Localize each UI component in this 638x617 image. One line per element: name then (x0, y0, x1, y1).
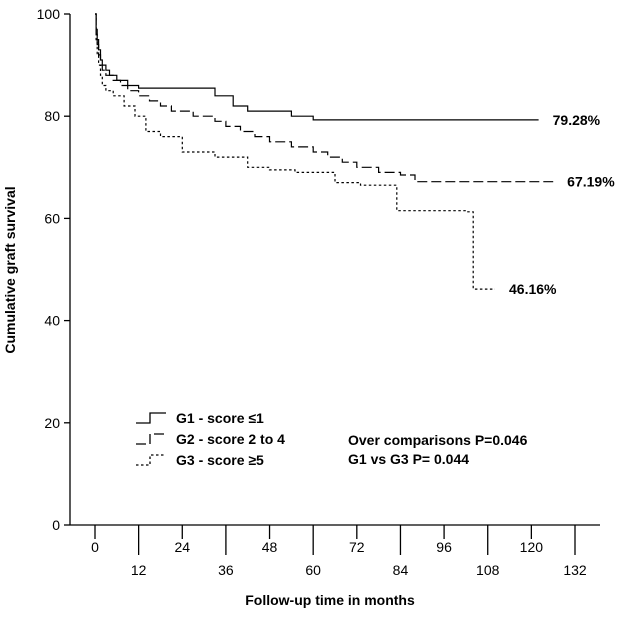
x-tick-label: 120 (520, 539, 544, 555)
x-tick-label: 24 (174, 539, 190, 555)
x-tick-label: 12 (131, 562, 147, 578)
x-tick-label: 84 (393, 562, 409, 578)
y-tick-label: 80 (44, 108, 60, 124)
legend-swatch-g1 (136, 412, 166, 424)
legend: G1 - score ≤1 G2 - score 2 to 4 G3 - sco… (136, 410, 285, 468)
legend-item-g2: G2 - score 2 to 4 (136, 431, 285, 447)
x-tick-label: 132 (563, 562, 587, 578)
end-label-g1: 79.28% (553, 112, 601, 128)
y-tick-label: 100 (37, 6, 61, 22)
legend-item-g1: G1 - score ≤1 (136, 410, 264, 426)
axes: 0 20 40 60 80 100 0 24 48 72 96 120 12 36 60 84 108 132 (37, 6, 600, 578)
series-line-g1 (95, 13, 539, 121)
legend-item-g3: G3 - score ≥5 (136, 452, 264, 468)
x-tick-label: 0 (91, 539, 99, 555)
x-tick-label: 60 (305, 562, 321, 578)
end-label-g2: 67.19% (567, 174, 615, 190)
legend-label-g3: G3 - score ≥5 (176, 452, 264, 468)
x-tick-label: 96 (436, 539, 452, 555)
series-line-g3 (95, 13, 495, 290)
legend-label-g2: G2 - score 2 to 4 (176, 431, 285, 447)
annotation-g1-vs-g3-p: G1 vs G3 P= 0.044 (348, 451, 469, 467)
x-tick-label: 48 (262, 539, 278, 555)
series-layer: 79.28% 67.19% 46.16% (95, 13, 615, 297)
y-axis-title: Cumulative graft survival (2, 186, 18, 353)
y-tick-label: 40 (44, 313, 60, 329)
x-axis-title: Follow-up time in months (245, 592, 415, 608)
y-tick-label: 20 (44, 415, 60, 431)
y-tick-label: 0 (52, 517, 60, 533)
end-label-g3: 46.16% (509, 281, 557, 297)
legend-label-g1: G1 - score ≤1 (176, 410, 264, 426)
legend-swatch-g3 (136, 454, 166, 466)
legend-swatch-g2 (136, 433, 166, 445)
x-tick-label: 36 (218, 562, 234, 578)
series-line-g2 (95, 13, 554, 183)
x-tick-label: 72 (349, 539, 365, 555)
annotation-overall-p: Over comparisons P=0.046 (348, 432, 528, 448)
y-tick-label: 60 (44, 210, 60, 226)
x-tick-label: 108 (476, 562, 500, 578)
